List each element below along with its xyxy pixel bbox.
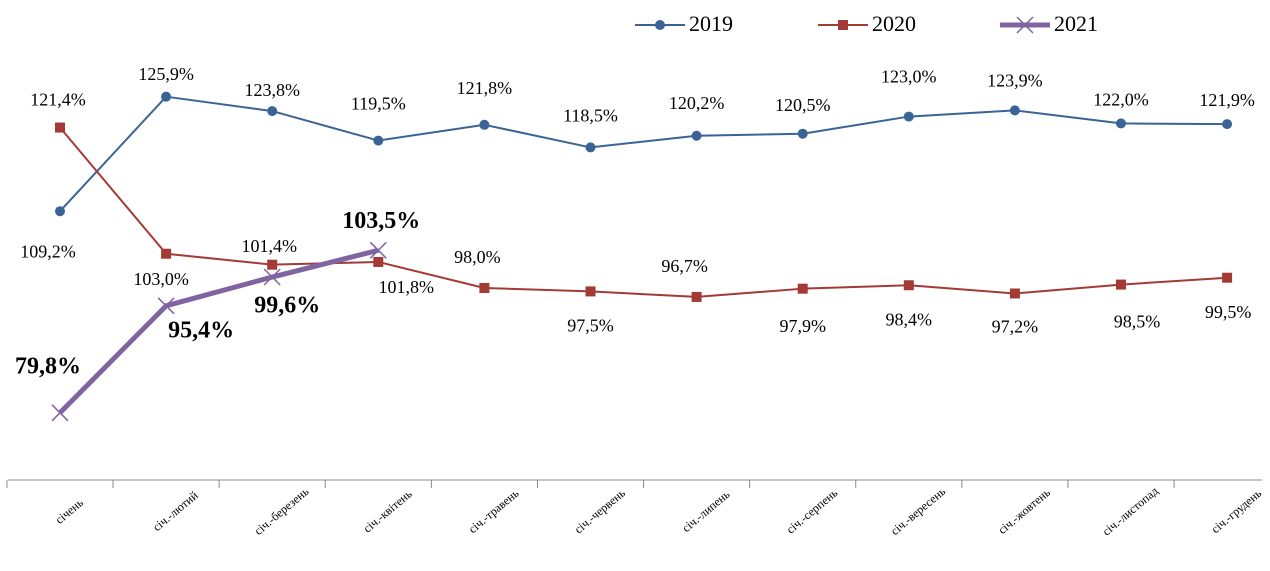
data-label: 99,5% bbox=[1205, 302, 1252, 322]
point bbox=[1222, 272, 1233, 283]
data-label: 101,8% bbox=[379, 277, 435, 297]
x-tick-label: січ.-грудень bbox=[1208, 486, 1264, 536]
data-label: 103,0% bbox=[133, 269, 189, 289]
series-line bbox=[58, 247, 379, 415]
point bbox=[1116, 118, 1126, 129]
data-label: 95,4% bbox=[168, 317, 234, 343]
data-label: 121,4% bbox=[30, 90, 86, 110]
data-label: 122,0% bbox=[1093, 90, 1149, 110]
x-tick-label: січ.-липень bbox=[679, 487, 733, 535]
x-tick-label: січ.-жовтень bbox=[995, 485, 1053, 537]
point bbox=[797, 283, 808, 294]
point bbox=[373, 256, 384, 267]
point bbox=[51, 404, 69, 422]
x-tick-label: січень bbox=[52, 495, 86, 527]
point bbox=[161, 248, 172, 259]
point bbox=[267, 106, 278, 117]
point bbox=[373, 135, 384, 146]
data-label: 98,4% bbox=[886, 309, 933, 329]
point bbox=[263, 268, 281, 286]
point bbox=[161, 91, 172, 102]
legend-marker bbox=[655, 20, 665, 30]
point bbox=[479, 119, 490, 130]
data-label: 118,5% bbox=[563, 106, 618, 126]
point bbox=[1116, 279, 1126, 290]
data-label: 119,5% bbox=[351, 94, 406, 114]
series-line bbox=[59, 126, 1228, 298]
x-tick-label: січ.-квітень bbox=[360, 486, 415, 535]
point bbox=[585, 142, 596, 153]
point bbox=[585, 286, 596, 297]
point bbox=[691, 291, 702, 302]
data-label: 123,8% bbox=[244, 80, 300, 100]
legend-marker bbox=[1016, 16, 1034, 34]
point bbox=[1222, 119, 1233, 130]
legend-label: 2021 bbox=[1054, 11, 1098, 36]
data-label: 109,2% bbox=[20, 241, 76, 261]
point bbox=[479, 283, 490, 293]
legend-label: 2019 bbox=[689, 11, 733, 36]
point bbox=[903, 111, 914, 122]
data-label: 79,8% bbox=[15, 353, 81, 379]
point bbox=[1009, 105, 1020, 116]
point bbox=[55, 206, 65, 217]
x-tick-label: січ.-березень bbox=[251, 484, 311, 538]
data-label: 97,9% bbox=[779, 316, 826, 336]
x-tick-label: січ.-вересень bbox=[888, 484, 949, 538]
point bbox=[267, 259, 278, 270]
x-tick-label: січ.-червень bbox=[571, 485, 628, 536]
data-label: 123,0% bbox=[881, 67, 937, 87]
x-tick-label: січ.-листопад bbox=[1100, 484, 1161, 539]
point bbox=[1009, 288, 1020, 299]
legend-label: 2020 bbox=[872, 11, 916, 36]
legend-marker bbox=[838, 20, 848, 30]
data-label: 96,7% bbox=[661, 256, 708, 276]
x-tick-label: січ.-лютий bbox=[150, 488, 201, 534]
data-label: 123,9% bbox=[987, 71, 1043, 91]
data-label: 125,9% bbox=[138, 64, 194, 84]
point bbox=[157, 297, 175, 315]
series-line bbox=[59, 95, 1228, 212]
data-label: 120,2% bbox=[669, 93, 725, 113]
point bbox=[903, 280, 914, 291]
data-label: 103,5% bbox=[342, 208, 420, 234]
x-tick-label: січ.-серпень bbox=[784, 485, 841, 536]
point bbox=[797, 128, 808, 139]
x-tick-label: січ.-травень bbox=[466, 486, 522, 536]
data-label: 97,2% bbox=[992, 317, 1039, 337]
data-label: 121,8% bbox=[457, 78, 513, 98]
data-label: 120,5% bbox=[775, 95, 831, 115]
point bbox=[369, 241, 387, 259]
data-label: 121,9% bbox=[1199, 90, 1255, 110]
data-label: 97,5% bbox=[567, 316, 614, 336]
data-label: 98,0% bbox=[454, 247, 501, 267]
point bbox=[55, 122, 65, 133]
data-label: 101,4% bbox=[241, 236, 297, 256]
point bbox=[691, 130, 702, 141]
data-label: 99,6% bbox=[254, 293, 320, 319]
data-label: 98,5% bbox=[1114, 312, 1161, 332]
